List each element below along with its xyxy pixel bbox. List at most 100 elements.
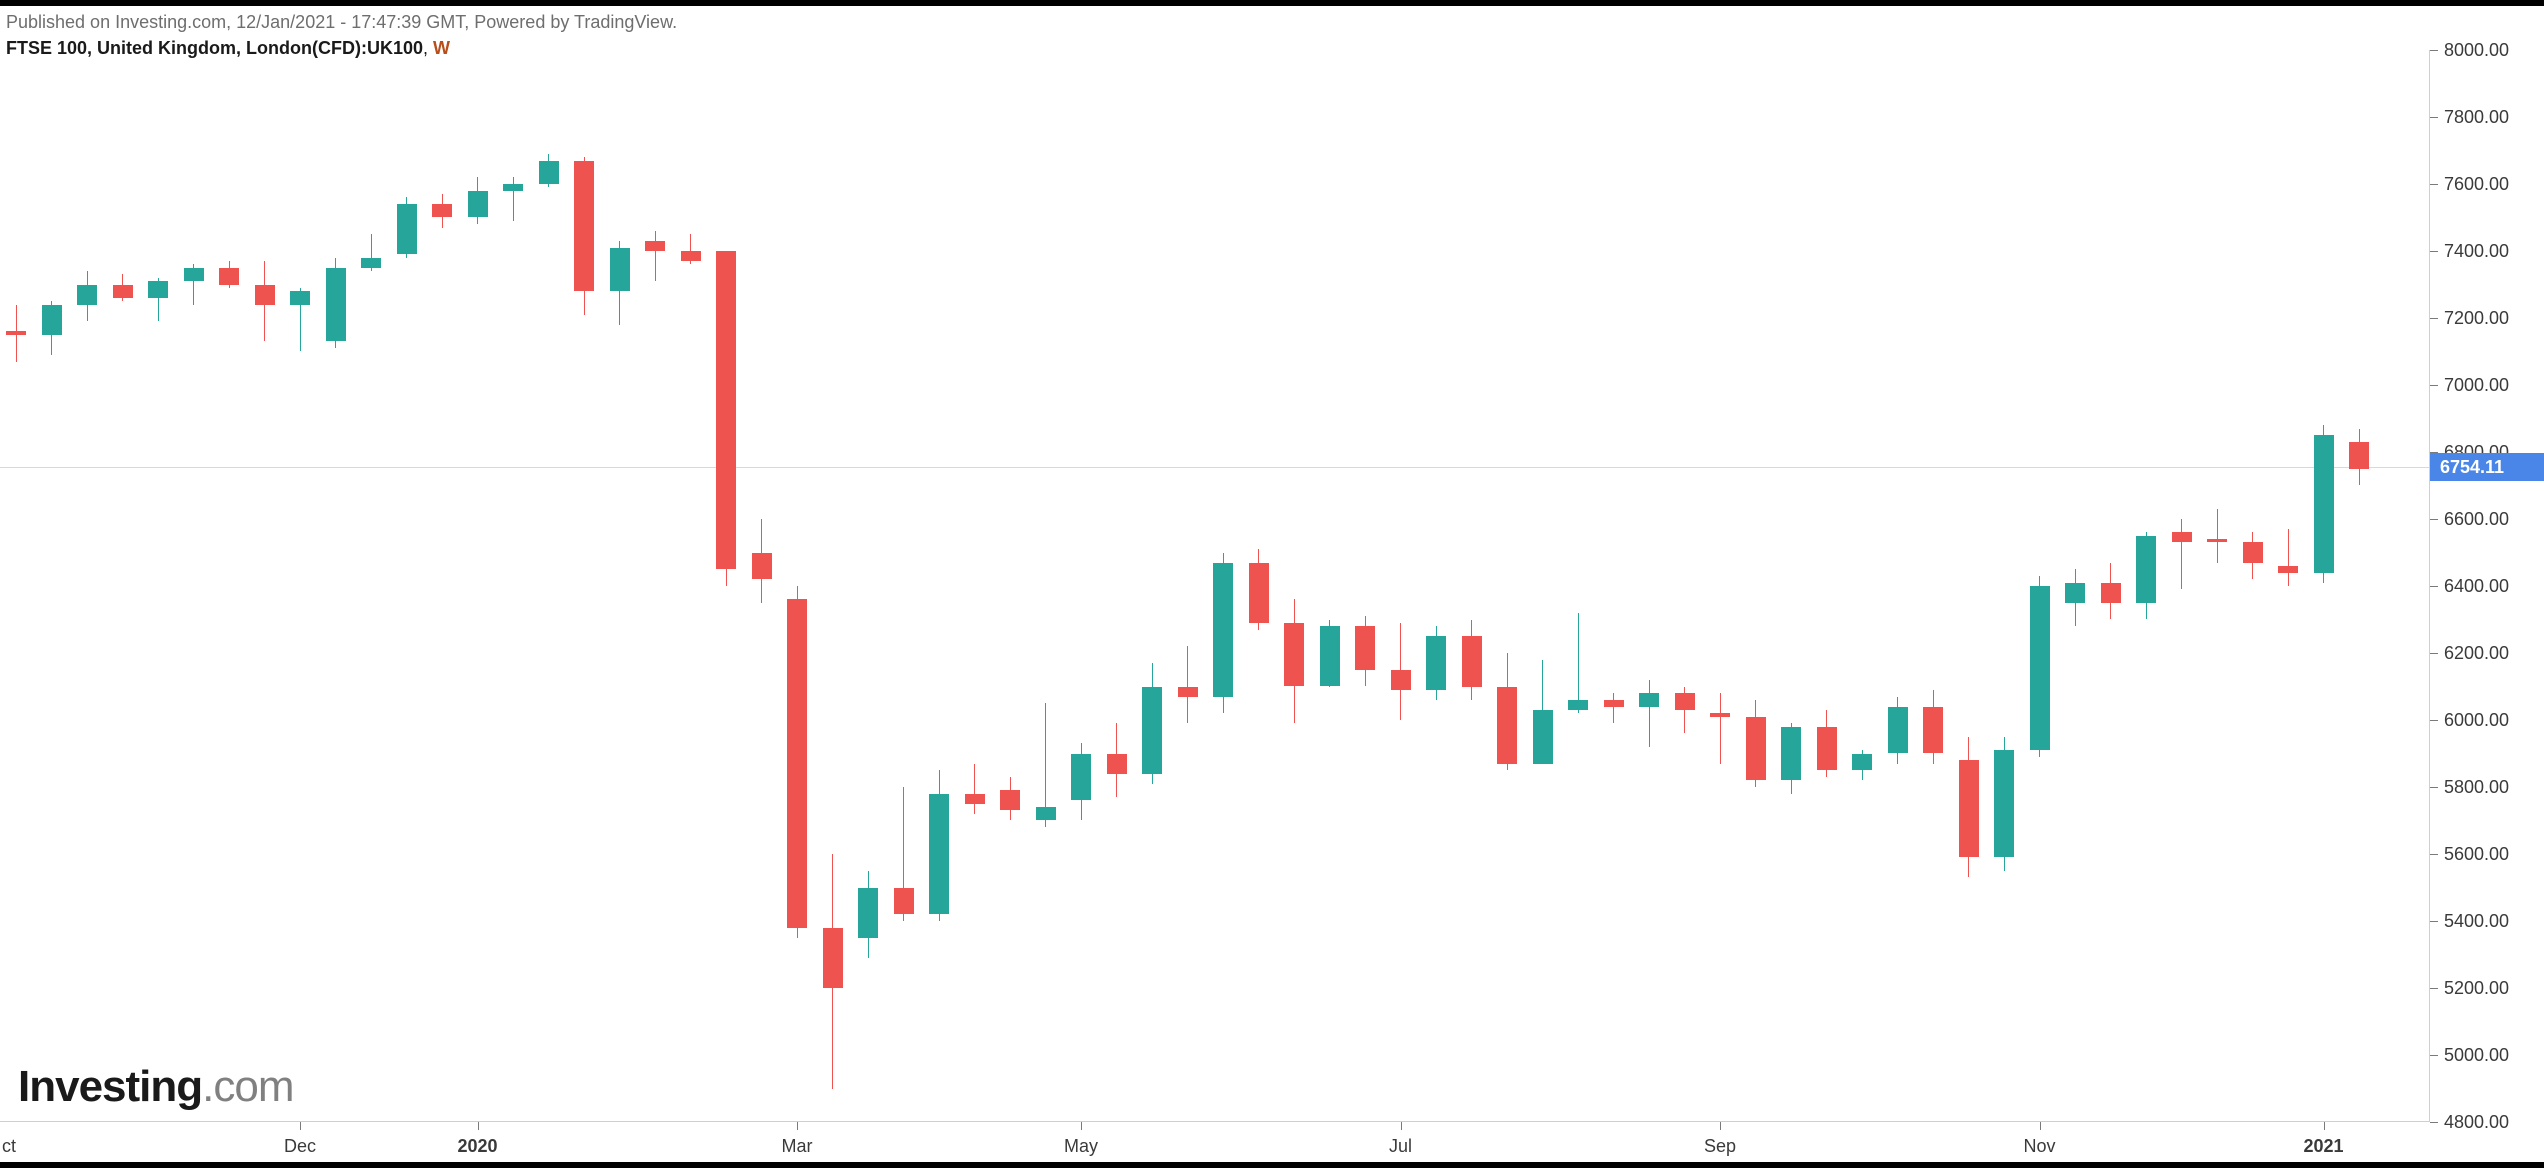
y-tick-label: 7000.00: [2444, 376, 2509, 394]
candle-body: [645, 241, 665, 251]
candle-body: [1817, 727, 1837, 771]
y-axis[interactable]: 8000.007800.007600.007400.007200.007000.…: [2429, 50, 2544, 1122]
candle-wick: [974, 764, 975, 814]
candle-body: [113, 285, 133, 298]
candle-body: [823, 928, 843, 988]
y-tick-mark: [2430, 519, 2438, 520]
x-tick-mark: [300, 1122, 301, 1130]
x-tick-label: ct: [2, 1136, 16, 1157]
x-tick-mark: [1720, 1122, 1721, 1130]
y-tick-label: 5600.00: [2444, 845, 2509, 863]
candle-body: [1391, 670, 1411, 690]
y-tick-label: 6600.00: [2444, 510, 2509, 528]
candle-body: [1000, 790, 1020, 810]
candle-wick: [655, 231, 656, 281]
candle-body: [2065, 583, 2085, 603]
candle-body: [397, 204, 417, 254]
x-tick-label: Nov: [2023, 1136, 2055, 1157]
x-tick-label: May: [1064, 1136, 1098, 1157]
x-tick-label: Dec: [284, 1136, 316, 1157]
y-tick-mark: [2430, 720, 2438, 721]
y-tick-label: 5200.00: [2444, 979, 2509, 997]
candle-wick: [1187, 646, 1188, 723]
x-tick-mark: [478, 1122, 479, 1130]
candle-wick: [2181, 519, 2182, 589]
y-tick-mark: [2430, 318, 2438, 319]
candle-wick: [1613, 693, 1614, 723]
candle-wick: [2217, 509, 2218, 563]
candle-body: [1426, 636, 1446, 690]
x-tick-label: Sep: [1704, 1136, 1736, 1157]
x-tick-mark: [1401, 1122, 1402, 1130]
x-tick-mark: [2040, 1122, 2041, 1130]
candle-body: [1107, 754, 1127, 774]
y-tick-label: 5800.00: [2444, 778, 2509, 796]
watermark-logo: Investing.com: [18, 1062, 294, 1112]
publish-info: Published on Investing.com, 12/Jan/2021 …: [6, 12, 677, 33]
candle-wick: [1578, 613, 1579, 714]
candle-body: [2243, 542, 2263, 562]
y-tick-label: 6000.00: [2444, 711, 2509, 729]
candle-body: [1462, 636, 1482, 686]
y-tick-label: 7600.00: [2444, 175, 2509, 193]
candle-body: [432, 204, 452, 217]
y-tick-mark: [2430, 854, 2438, 855]
candle-body: [2207, 539, 2227, 542]
y-tick-label: 4800.00: [2444, 1113, 2509, 1131]
candle-wick: [1649, 680, 1650, 747]
y-tick-mark: [2430, 117, 2438, 118]
candle-wick: [1720, 693, 1721, 763]
y-tick-mark: [2430, 653, 2438, 654]
chart-plot-area[interactable]: [0, 50, 2430, 1122]
candle-body: [1071, 754, 1091, 801]
candle-body: [148, 281, 168, 298]
x-axis[interactable]: ctDec2020MarMayJulSepNov2021: [0, 1121, 2430, 1162]
candle-body: [1036, 807, 1056, 820]
candle-body: [681, 251, 701, 261]
candle-body: [2314, 435, 2334, 572]
candle-body: [1497, 687, 1517, 764]
candle-body: [184, 268, 204, 281]
x-tick-mark: [1081, 1122, 1082, 1130]
candle-body: [1888, 707, 1908, 754]
candle-body: [787, 599, 807, 927]
y-tick-label: 8000.00: [2444, 41, 2509, 59]
candle-body: [42, 305, 62, 335]
bottom-border: [0, 1162, 2544, 1168]
candle-body: [965, 794, 985, 804]
y-tick-label: 7400.00: [2444, 242, 2509, 260]
candle-body: [1746, 717, 1766, 781]
watermark-light: .com: [202, 1062, 293, 1111]
candle-body: [858, 888, 878, 938]
candle-body: [2278, 566, 2298, 573]
candle-body: [361, 258, 381, 268]
x-tick-label: 2021: [2303, 1136, 2343, 1157]
y-tick-label: 7200.00: [2444, 309, 2509, 327]
candle-body: [2172, 532, 2192, 542]
candle-wick: [2288, 529, 2289, 586]
current-price-line: [0, 467, 2430, 468]
candle-body: [1675, 693, 1695, 710]
y-tick-mark: [2430, 921, 2438, 922]
candle-body: [894, 888, 914, 915]
candle-body: [1604, 700, 1624, 707]
candle-body: [1249, 563, 1269, 623]
candle-body: [1568, 700, 1588, 710]
candle-body: [1710, 713, 1730, 716]
x-tick-label: 2020: [457, 1136, 497, 1157]
candle-body: [610, 248, 630, 292]
candle-body: [1213, 563, 1233, 697]
top-border: [0, 0, 2544, 6]
candle-body: [1178, 687, 1198, 697]
candle-body: [716, 251, 736, 569]
y-tick-mark: [2430, 787, 2438, 788]
candle-body: [1959, 760, 1979, 857]
candle-body: [2101, 583, 2121, 603]
candle-body: [1639, 693, 1659, 706]
y-tick-label: 5400.00: [2444, 912, 2509, 930]
candle-body: [1781, 727, 1801, 781]
candle-body: [1852, 754, 1872, 771]
y-tick-label: 5000.00: [2444, 1046, 2509, 1064]
y-tick-mark: [2430, 586, 2438, 587]
y-tick-mark: [2430, 988, 2438, 989]
